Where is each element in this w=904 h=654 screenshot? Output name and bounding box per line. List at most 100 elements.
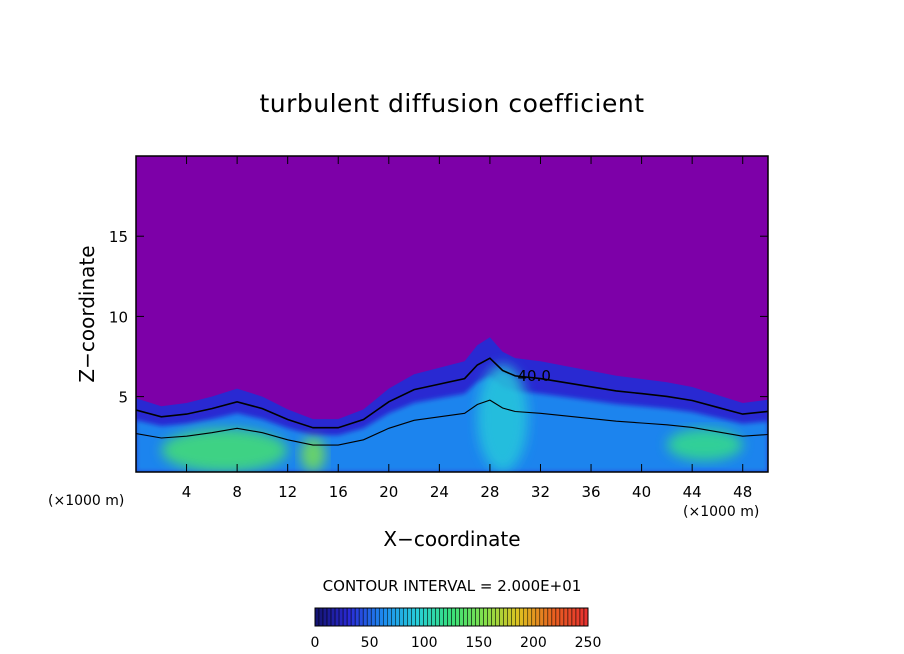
colorbar-cell <box>342 607 348 627</box>
colorbar-cell <box>383 607 388 627</box>
colorbar-cell <box>403 607 408 627</box>
high-k-region <box>477 364 528 472</box>
colorbar-cell <box>423 607 428 627</box>
turbulent-field <box>136 337 768 472</box>
x-tick-label: 48 <box>733 483 752 501</box>
colorbar-cell <box>411 607 416 627</box>
high-k-region <box>300 436 326 472</box>
colorbar-cell <box>354 607 360 627</box>
colorbar-cell <box>463 607 468 627</box>
colorbar <box>314 607 589 627</box>
colorbar-cell <box>527 607 533 627</box>
x-tick-label: 24 <box>430 483 449 501</box>
colorbar-cell <box>495 607 500 627</box>
colorbar-cell <box>451 607 456 627</box>
colorbar-frame <box>314 607 589 627</box>
chart-title: turbulent diffusion coefficient <box>259 89 644 118</box>
high-k-region <box>666 428 743 461</box>
colorbar-cell <box>571 607 577 627</box>
contour-lines <box>136 357 768 446</box>
colorbar-cell <box>499 607 504 627</box>
colorbar-cell <box>358 607 364 627</box>
colorbar-cell <box>387 607 392 627</box>
colorbar-cell <box>491 607 496 627</box>
x-axis-ticks: 4 8 12 16 20 24 28 32 36 40 44 48 <box>182 156 752 501</box>
colorbar-cell <box>427 607 432 627</box>
colorbar-cell <box>395 607 400 627</box>
colorbar-cell <box>415 607 420 627</box>
colorbar-cell <box>579 607 585 627</box>
colorbar-cell <box>575 607 581 627</box>
x-tick-label: 16 <box>329 483 348 501</box>
colorbar-cell <box>519 607 525 627</box>
x-tick-label: 40 <box>632 483 651 501</box>
colorbar-cell <box>407 607 412 627</box>
x-tick-label: 20 <box>379 483 398 501</box>
colorbar-cell <box>543 607 549 627</box>
colorbar-cell <box>559 607 565 627</box>
colorbar-ticks: 0 50 100 150 200 250 <box>311 635 602 651</box>
colorbar-cell <box>419 607 424 627</box>
colorbar-tick-label: 150 <box>465 635 492 651</box>
colorbar-cell <box>479 607 484 627</box>
colorbar-cell <box>487 607 492 627</box>
colorbar-cell <box>459 607 464 627</box>
colorbar-cell <box>399 607 404 627</box>
colorbar-cell <box>350 607 356 627</box>
colorbar-tick-label: 200 <box>520 635 547 651</box>
colorbar-cell <box>547 607 553 627</box>
colorbar-cell <box>455 607 460 627</box>
high-k-region <box>161 428 288 472</box>
colorbar-cell <box>555 607 561 627</box>
colorbar-cell <box>475 607 480 627</box>
contour-line <box>136 357 768 429</box>
colorbar-cell <box>583 607 589 627</box>
colorbar-cell <box>535 607 541 627</box>
colorbar-cell <box>346 607 352 627</box>
y-tick-label: 15 <box>109 228 128 246</box>
colorbar-cell <box>511 607 516 627</box>
colorbar-cell <box>507 607 512 627</box>
colorbar-cell <box>531 607 537 627</box>
colorbar-tick-label: 50 <box>361 635 379 651</box>
contour-label: 40.0 <box>517 367 550 385</box>
colorbar-cell <box>563 607 569 627</box>
colorbar-cell <box>314 607 320 627</box>
colorbar-cell <box>338 607 344 627</box>
x-unit-left: (×1000 m) <box>48 493 124 509</box>
colorbar-tick-label: 100 <box>411 635 438 651</box>
colorbar-tick-label: 250 <box>575 635 602 651</box>
colorbar-cell <box>362 607 368 627</box>
x-tick-label: 44 <box>683 483 702 501</box>
colorbar-cell <box>431 607 436 627</box>
contour-line <box>136 399 768 446</box>
colorbar-cell <box>447 607 452 627</box>
colorbar-cell <box>483 607 488 627</box>
colorbar-cell <box>515 607 520 627</box>
colorbar-cell <box>471 607 476 627</box>
x-tick-label: 12 <box>278 483 297 501</box>
plot-area <box>136 156 768 472</box>
colorbar-cell <box>322 607 328 627</box>
turbulent-core <box>136 376 768 472</box>
x-tick-label: 8 <box>232 483 242 501</box>
colorbar-cell <box>435 607 440 627</box>
x-unit-right: (×1000 m) <box>683 504 759 520</box>
colorbar-cell <box>378 607 384 627</box>
y-tick-label: 10 <box>109 308 128 326</box>
colorbar-cell <box>326 607 332 627</box>
colorbar-cell <box>567 607 573 627</box>
colorbar-cell <box>467 607 472 627</box>
colorbar-cell <box>439 607 444 627</box>
contour-interval: CONTOUR INTERVAL = 2.000E+01 <box>323 577 582 595</box>
x-tick-label: 4 <box>182 483 192 501</box>
colorbar-cell <box>391 607 396 627</box>
colorbar-cell <box>551 607 557 627</box>
colorbar-tick-label: 0 <box>311 635 320 651</box>
y-axis-label: Z−coordinate <box>75 245 99 382</box>
plot-frame <box>135 155 769 473</box>
colorbar-cell <box>318 607 324 627</box>
x-axis-label: X−coordinate <box>383 527 520 551</box>
y-tick-label: 5 <box>118 389 128 407</box>
